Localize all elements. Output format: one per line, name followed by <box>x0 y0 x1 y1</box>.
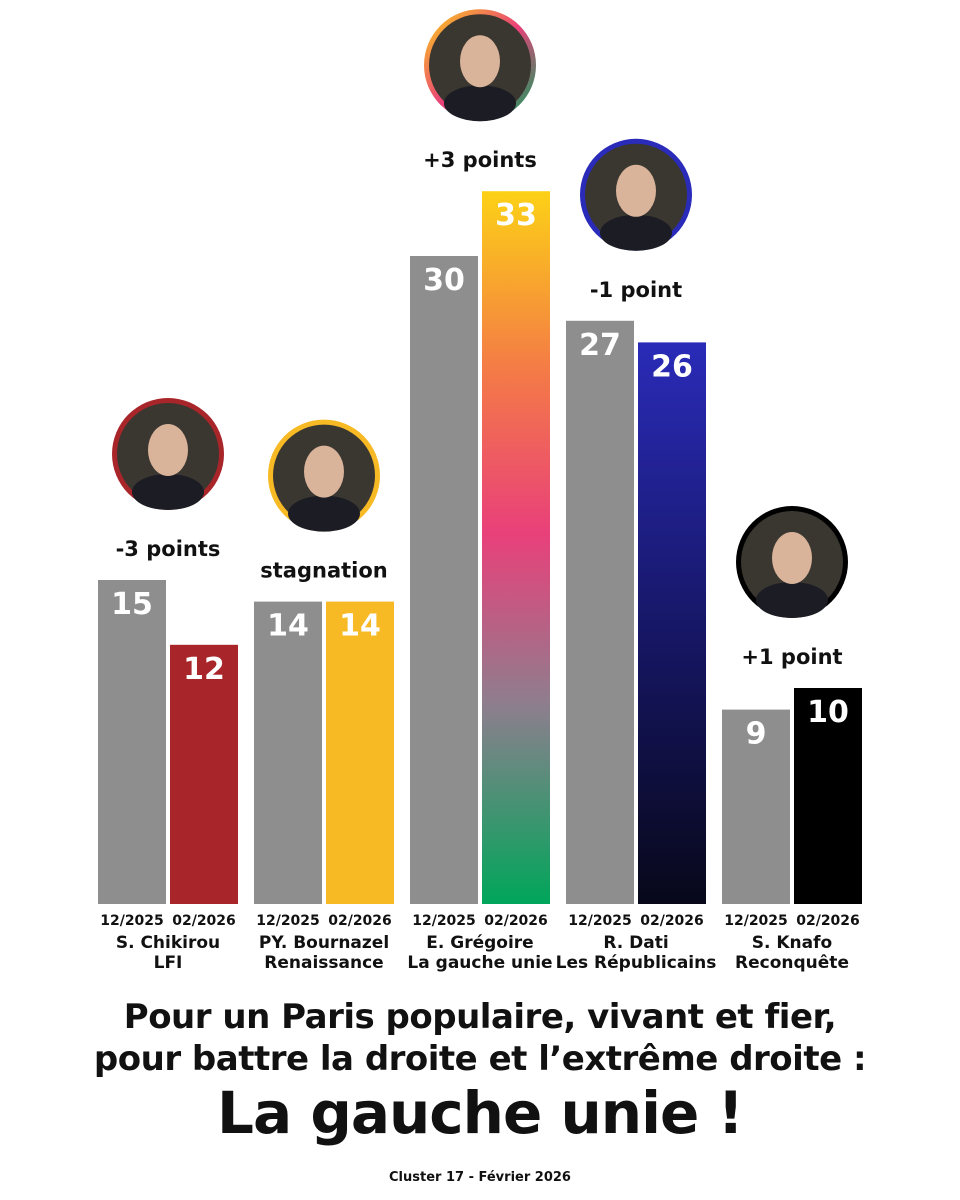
avatar-face-r-dati <box>616 164 656 217</box>
bar-s-knafo-12-2025 <box>722 709 790 904</box>
avatar-shoulders-s-chikirou <box>132 474 204 510</box>
avatar-r-dati <box>580 138 692 251</box>
date-label-s-chikirou-02-2026: 02/2026 <box>172 913 236 929</box>
avatar-s-knafo <box>736 506 848 618</box>
date-label-r-dati-12-2025: 12/2025 <box>568 913 632 929</box>
value-label-s-chikirou-02-2026: 12 <box>183 652 225 687</box>
avatar-py-bournazel <box>268 419 380 532</box>
date-label-e-gregoire-02-2026: 02/2026 <box>484 913 548 929</box>
date-label-r-dati-02-2026: 02/2026 <box>640 913 704 929</box>
candidate-name-r-dati: R. Dati <box>603 933 668 953</box>
avatar-shoulders-e-gregoire <box>444 85 516 122</box>
bar-r-dati-12-2025 <box>566 320 634 904</box>
bar-chart: 15 12 -3 points 12/2025 02/2026 S. ChikirouLF… <box>98 9 862 973</box>
avatar-face-e-gregoire <box>460 35 500 88</box>
party-name-s-chikirou: LFI <box>154 953 183 973</box>
bar-s-chikirou-02-2026 <box>170 644 238 904</box>
value-label-s-knafo-02-2026: 10 <box>807 695 849 730</box>
value-label-py-bournazel-02-2026: 14 <box>339 609 381 644</box>
avatar-e-gregoire <box>424 9 536 122</box>
date-label-e-gregoire-12-2025: 12/2025 <box>412 913 476 929</box>
avatar-shoulders-py-bournazel <box>288 495 360 532</box>
candidate-name-s-chikirou: S. Chikirou <box>116 933 220 953</box>
date-label-s-knafo-12-2025: 12/2025 <box>724 913 788 929</box>
value-label-s-chikirou-12-2025: 15 <box>111 587 153 622</box>
party-name-r-dati: Les Républicains <box>556 953 717 973</box>
party-name-e-gregoire: La gauche unie <box>407 953 552 973</box>
change-label-s-chikirou: -3 points <box>116 537 221 561</box>
change-label-r-dati: -1 point <box>590 278 682 302</box>
value-label-s-knafo-12-2025: 9 <box>746 717 767 752</box>
date-label-s-chikirou-12-2025: 12/2025 <box>100 913 164 929</box>
avatar-face-s-knafo <box>772 532 812 584</box>
candidate-name-py-bournazel: PY. Bournazel <box>259 933 389 953</box>
source-note: Cluster 17 - Février 2026 <box>389 1170 571 1185</box>
slogan-line-1: Pour un Paris populaire, vivant et fier, <box>123 997 837 1037</box>
bar-py-bournazel-02-2026 <box>326 601 394 904</box>
candidate-name-e-gregoire: E. Grégoire <box>426 933 533 953</box>
avatar-shoulders-s-knafo <box>756 582 828 618</box>
bar-py-bournazel-12-2025 <box>254 601 322 904</box>
bar-s-chikirou-12-2025 <box>98 580 166 904</box>
avatar-face-s-chikirou <box>148 424 188 476</box>
bar-e-gregoire-12-2025 <box>410 256 478 904</box>
value-label-e-gregoire-02-2026: 33 <box>495 198 537 233</box>
date-label-py-bournazel-12-2025: 12/2025 <box>256 913 320 929</box>
bar-r-dati-02-2026 <box>638 342 706 904</box>
party-name-s-knafo: Reconquête <box>735 953 849 973</box>
change-label-s-knafo: +1 point <box>741 645 842 669</box>
bar-e-gregoire-02-2026 <box>482 191 550 904</box>
change-label-e-gregoire: +3 points <box>423 148 537 172</box>
headline: La gauche unie ! <box>217 1079 744 1147</box>
date-label-py-bournazel-02-2026: 02/2026 <box>328 913 392 929</box>
avatar-s-chikirou <box>112 398 224 510</box>
slogan-line-2: pour battre la droite et l’extrême droit… <box>93 1039 867 1079</box>
candidate-name-s-knafo: S. Knafo <box>752 933 832 953</box>
value-label-r-dati-02-2026: 26 <box>651 349 693 384</box>
avatar-shoulders-r-dati <box>600 214 672 251</box>
value-label-py-bournazel-12-2025: 14 <box>267 609 309 644</box>
date-label-s-knafo-02-2026: 02/2026 <box>796 913 860 929</box>
value-label-e-gregoire-12-2025: 30 <box>423 263 465 298</box>
avatar-face-py-bournazel <box>304 445 344 498</box>
change-label-py-bournazel: stagnation <box>260 559 387 583</box>
slogan: Pour un Paris populaire, vivant et fier,… <box>0 996 960 1080</box>
party-name-py-bournazel: Renaissance <box>264 953 383 973</box>
value-label-r-dati-12-2025: 27 <box>579 328 621 363</box>
bar-s-knafo-02-2026 <box>794 688 862 904</box>
